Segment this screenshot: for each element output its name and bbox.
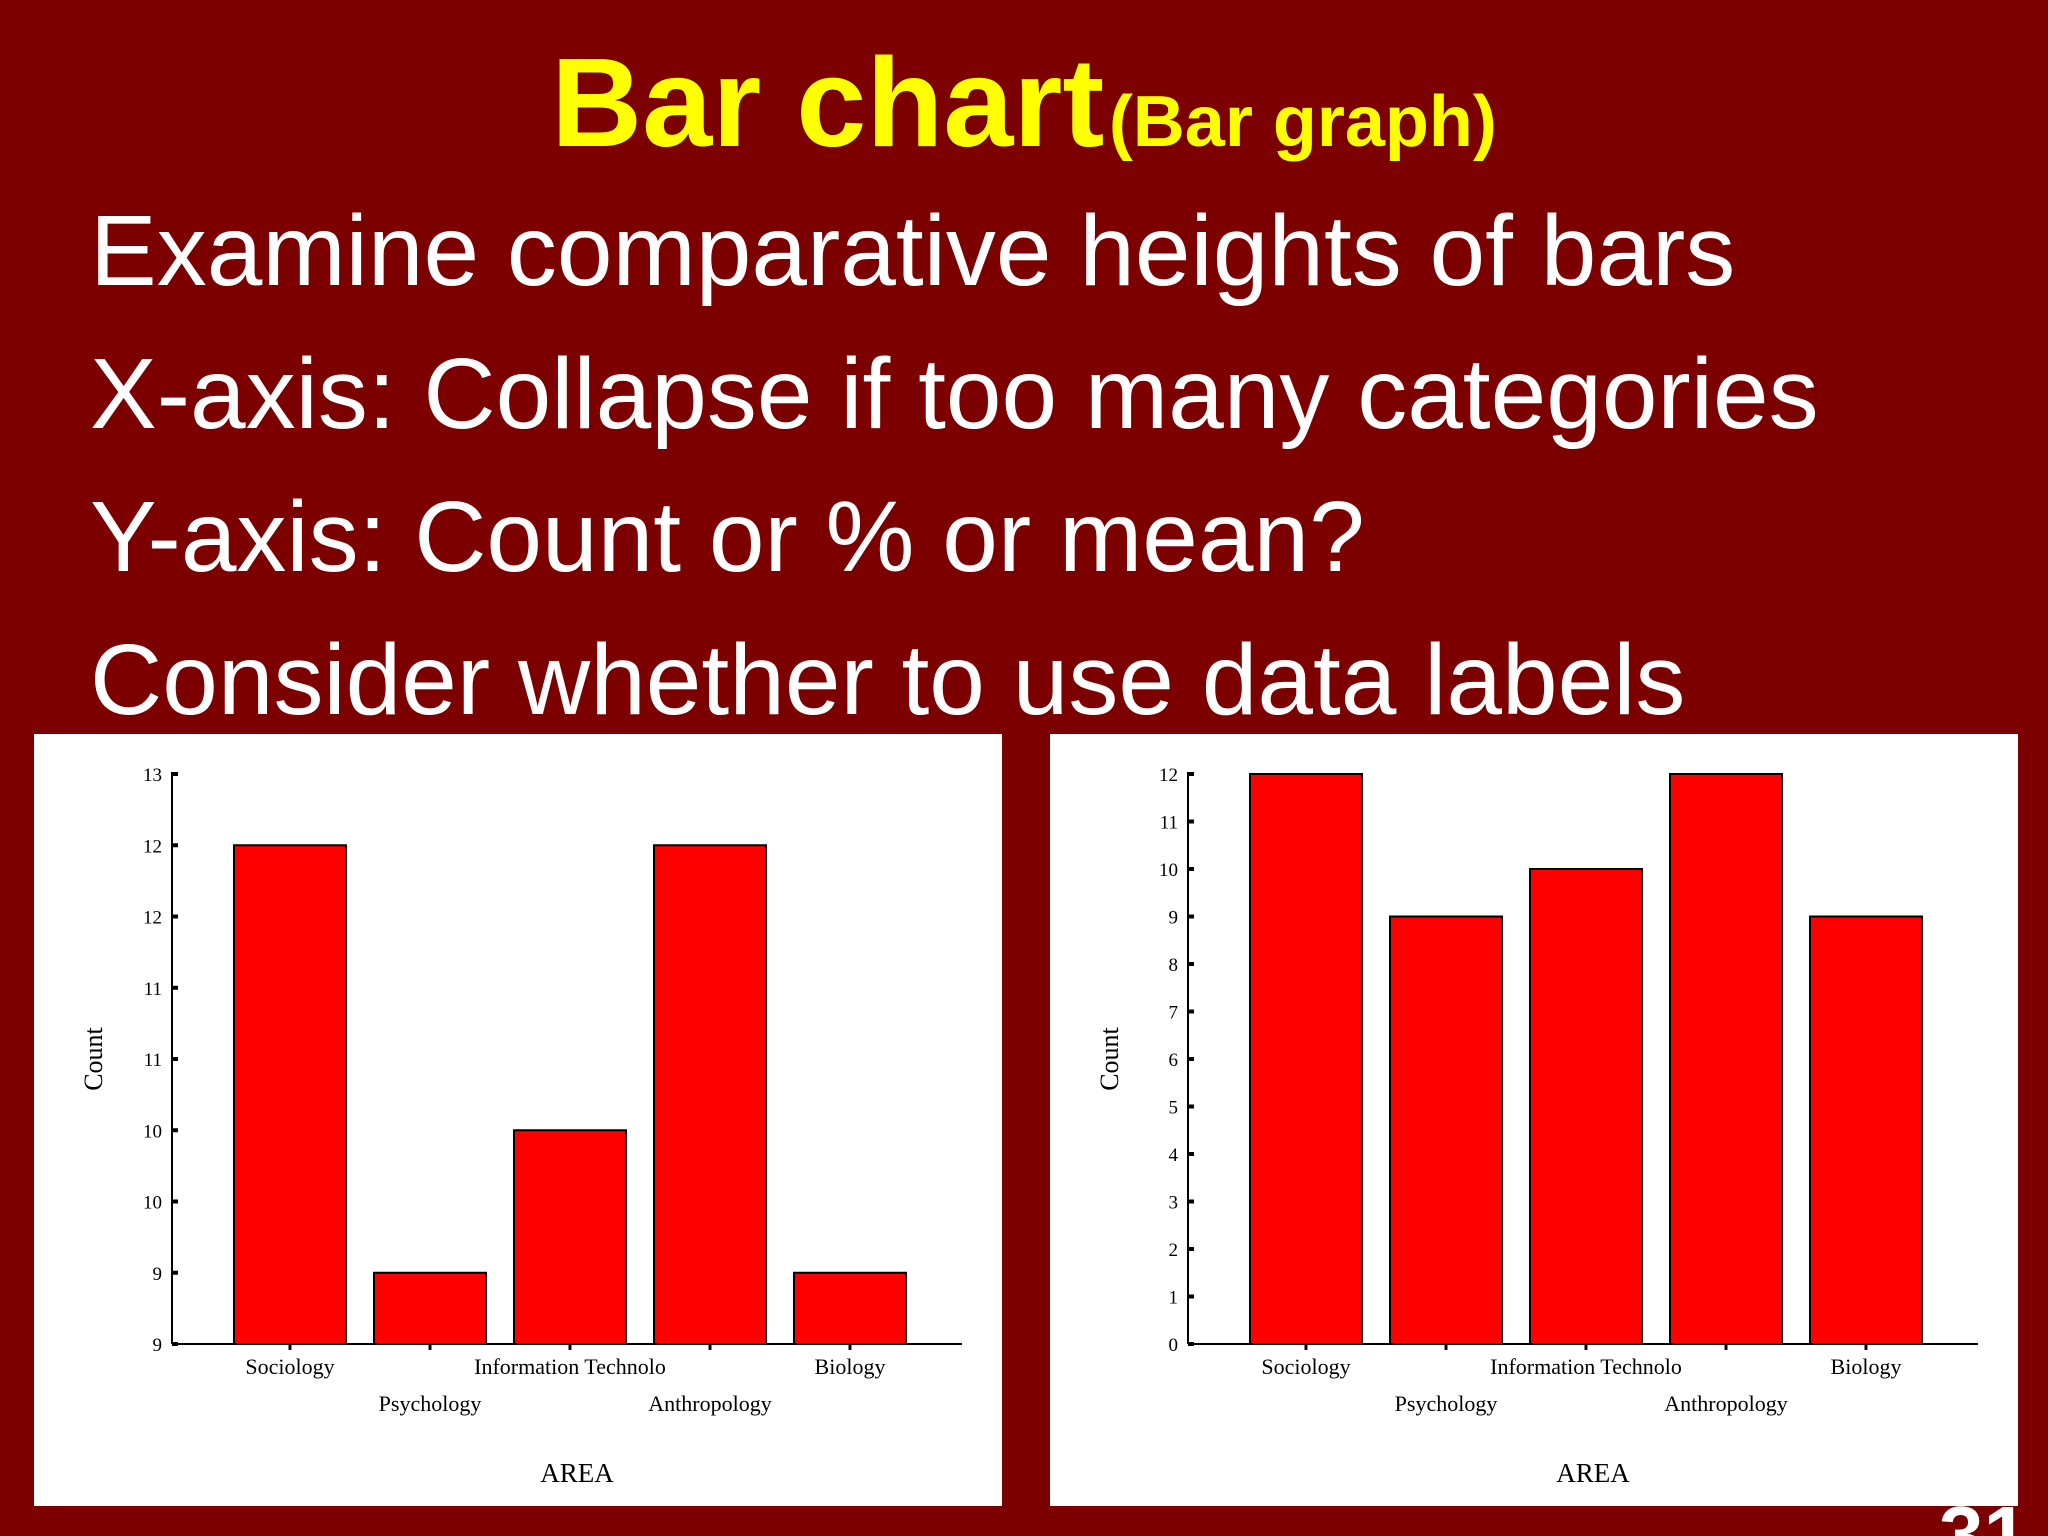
x-tick-label: Psychology xyxy=(379,1391,482,1416)
y-axis-title: Count xyxy=(79,1026,108,1090)
y-tick-label: 12 xyxy=(143,908,162,929)
bar-anthropology xyxy=(1669,773,1783,1345)
y-axis-title: Count xyxy=(1095,1026,1124,1090)
y-tick-label: 12 xyxy=(1159,765,1178,786)
y-tick-label: 10 xyxy=(143,1121,162,1142)
bullet-item: X-axis: Collapse if too many categories xyxy=(90,338,1819,450)
y-tick-label: 9 xyxy=(153,1335,163,1356)
y-tick-label: 4 xyxy=(1169,1145,1179,1166)
bar-chart-truncated-axis: 9 9 10 10 11 11 12 12 13 Sociology Psychology Infor… xyxy=(79,765,962,1488)
y-tick-label: 8 xyxy=(1169,955,1179,976)
chart-panel-truncated-axis: 9 9 10 10 11 11 12 12 13 Sociology Psychology Infor… xyxy=(34,734,1002,1506)
bar-biology xyxy=(1809,915,1923,1345)
bar-sociology xyxy=(1249,773,1363,1345)
bar-psychology xyxy=(1389,915,1503,1345)
bullet-item: Y-axis: Count or % or mean? xyxy=(90,481,1365,593)
y-tick-label: 13 xyxy=(143,765,162,786)
y-tick-label: 1 xyxy=(1169,1288,1179,1309)
x-axis-title: AREA xyxy=(1556,1458,1630,1488)
x-tick-label: Sociology xyxy=(1261,1354,1350,1379)
y-tick-label: 11 xyxy=(144,1050,162,1071)
y-tick-label: 6 xyxy=(1169,1050,1179,1071)
y-tick-label: 12 xyxy=(143,836,162,857)
x-tick-label: Anthropology xyxy=(648,1391,771,1416)
x-axis-title: AREA xyxy=(540,1458,614,1488)
x-tick-label: Psychology xyxy=(1395,1391,1498,1416)
x-tick-label: Information Technolo xyxy=(1490,1354,1682,1379)
y-tick-label: 10 xyxy=(1159,860,1178,881)
slide-title: Bar chart (Bar graph) xyxy=(0,40,2048,166)
bar-chart-full-axis: 0123456789101112SociologyPsychologyInfor… xyxy=(1095,765,1978,1488)
y-tick-label: 11 xyxy=(1160,813,1178,834)
bar-biology xyxy=(793,1271,907,1345)
bar-information-technolo xyxy=(513,1129,627,1345)
bar-anthropology xyxy=(653,844,767,1345)
bar-psychology xyxy=(373,1271,487,1345)
y-tick-label: 11 xyxy=(144,979,162,1000)
x-tick-label: Biology xyxy=(815,1354,886,1379)
slide-title-main: Bar chart xyxy=(551,32,1105,173)
y-tick-label: 9 xyxy=(153,1264,163,1285)
x-tick-label: Anthropology xyxy=(1664,1391,1787,1416)
bullet-list: Examine comparative heights of bars X-ax… xyxy=(90,180,1819,752)
y-tick-label: 5 xyxy=(1169,1098,1179,1119)
bullet-item: Examine comparative heights of bars xyxy=(90,195,1736,307)
bar-sociology xyxy=(233,844,347,1345)
chart-panel-full-axis: 0 1 2 3 4 5 6 7 8 9 10 11 12 Sociology Psychology Infor… xyxy=(1050,734,2018,1506)
y-tick-label: 3 xyxy=(1169,1193,1179,1214)
bullet-item: Consider whether to use data labels xyxy=(90,624,1686,736)
bar-information-technolo xyxy=(1529,868,1643,1345)
y-tick-label: 9 xyxy=(1169,908,1179,929)
y-tick-label: 7 xyxy=(1169,1003,1179,1024)
x-tick-label: Information Technolo xyxy=(474,1354,666,1379)
slide-title-suffix: (Bar graph) xyxy=(1108,82,1497,162)
slide-number: 31 xyxy=(1939,1490,2028,1536)
y-tick-label: 0 xyxy=(1169,1335,1179,1356)
y-tick-label: 10 xyxy=(143,1193,162,1214)
x-tick-label: Sociology xyxy=(245,1354,334,1379)
x-tick-label: Biology xyxy=(1831,1354,1902,1379)
y-tick-label: 2 xyxy=(1169,1240,1179,1261)
